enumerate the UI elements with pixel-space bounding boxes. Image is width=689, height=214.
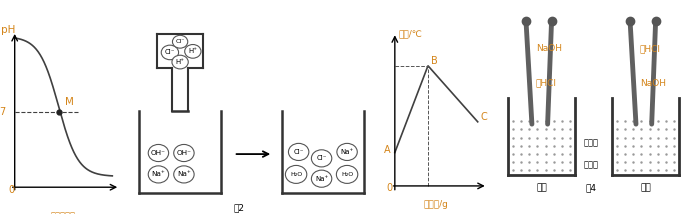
Circle shape: [174, 144, 194, 162]
Text: OH⁻: OH⁻: [176, 150, 192, 156]
Text: H⁺: H⁺: [176, 59, 185, 65]
Text: 0: 0: [9, 185, 15, 195]
Text: 用滴管加入: 用滴管加入: [51, 211, 76, 214]
Text: H₂O: H₂O: [341, 172, 353, 177]
Circle shape: [174, 166, 194, 183]
Text: Na⁺: Na⁺: [152, 171, 165, 177]
Circle shape: [185, 45, 201, 58]
Text: 酞溶液: 酞溶液: [584, 160, 598, 169]
Text: 温度/℃: 温度/℃: [398, 29, 422, 38]
Text: Na⁺: Na⁺: [315, 176, 328, 182]
Circle shape: [285, 165, 307, 183]
Text: NaOH: NaOH: [640, 79, 666, 88]
Text: pH: pH: [1, 25, 15, 35]
Text: 稀HCl: 稀HCl: [536, 79, 557, 88]
Text: Cl⁻: Cl⁻: [176, 39, 185, 44]
Text: 稀HCl: 稀HCl: [640, 44, 661, 53]
Text: Cl⁻: Cl⁻: [316, 155, 327, 161]
Text: NaOH: NaOH: [536, 44, 562, 53]
Text: B: B: [431, 56, 438, 66]
Circle shape: [311, 150, 332, 167]
Text: Cl⁻: Cl⁻: [165, 49, 175, 55]
Text: 0: 0: [387, 183, 393, 193]
Text: C: C: [480, 113, 487, 122]
Text: 甲图: 甲图: [536, 183, 547, 192]
Text: 稀盐酸/g: 稀盐酸/g: [424, 200, 449, 209]
Circle shape: [289, 143, 309, 160]
Text: H⁺: H⁺: [188, 48, 197, 54]
Text: OH⁻: OH⁻: [151, 150, 166, 156]
Text: 7: 7: [0, 107, 6, 117]
Circle shape: [336, 165, 358, 183]
Text: H₂O: H₂O: [290, 172, 302, 177]
Text: Cl⁻: Cl⁻: [294, 149, 304, 155]
Text: 图2: 图2: [234, 204, 244, 213]
Text: Na⁺: Na⁺: [177, 171, 191, 177]
Circle shape: [148, 144, 169, 162]
Text: 含有酚: 含有酚: [584, 138, 598, 147]
Text: Na⁺: Na⁺: [340, 149, 353, 155]
Text: A: A: [384, 144, 391, 155]
Circle shape: [172, 35, 187, 48]
Circle shape: [161, 45, 178, 60]
Circle shape: [311, 170, 332, 187]
Text: 图4: 图4: [586, 183, 596, 192]
Circle shape: [337, 143, 358, 160]
Circle shape: [148, 166, 169, 183]
Text: 乙图: 乙图: [640, 183, 651, 192]
Text: M: M: [65, 97, 74, 107]
Circle shape: [172, 55, 188, 69]
